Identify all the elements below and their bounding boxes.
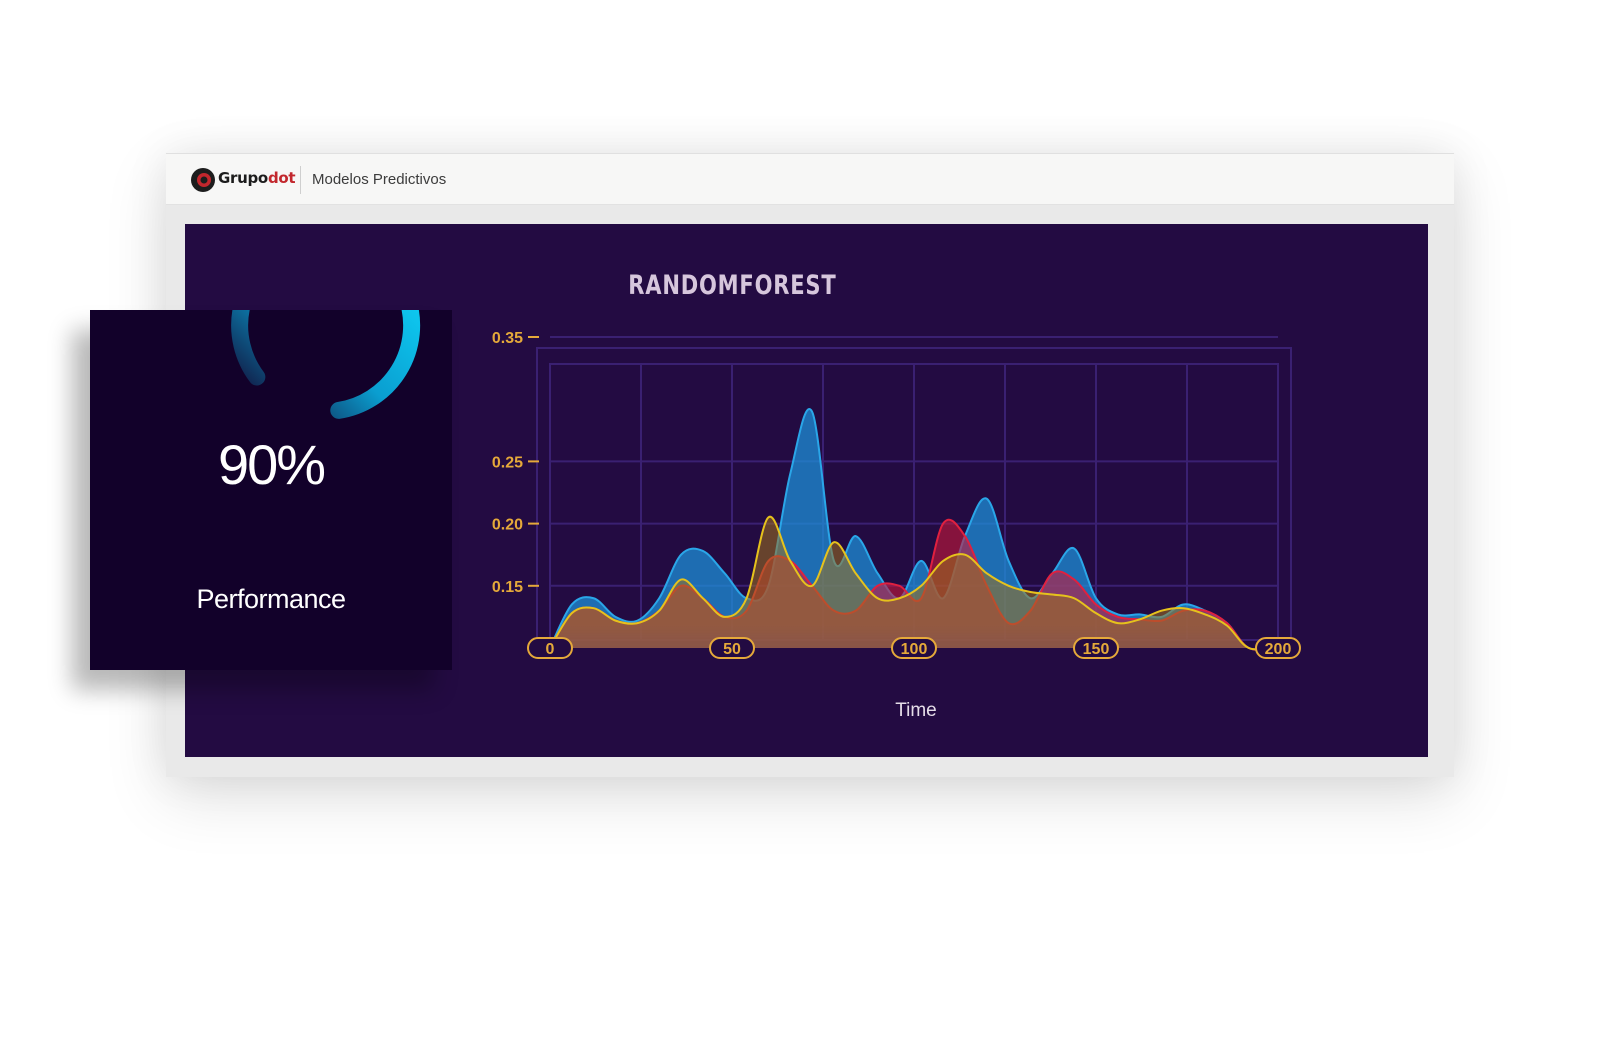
area-chart: 0.15 0.20 0.25 0.35 0 50 100 150 200 — [492, 330, 1301, 659]
x-axis-label: Time — [895, 700, 937, 721]
y-tick-label: 0.25 — [492, 454, 523, 471]
brand-main: Grupo — [218, 169, 268, 187]
chart-title: RANDOMFOREST — [628, 270, 837, 301]
x-tick-pill — [1255, 637, 1301, 659]
performance-card: 90% Performance — [90, 310, 452, 670]
x-tick-pill — [709, 637, 755, 659]
performance-gauge — [231, 310, 421, 419]
performance-value: 90% — [217, 433, 326, 496]
x-tick-label: 200 — [1265, 641, 1292, 658]
x-tick-pill — [891, 637, 937, 659]
app-title: Modelos Predictivos — [312, 171, 447, 188]
x-tick-label: 100 — [901, 641, 928, 658]
x-tick-label: 50 — [723, 641, 741, 658]
y-tick-label: 0.20 — [492, 517, 523, 534]
x-tick-pill — [527, 637, 573, 659]
x-tick-label: 150 — [1083, 641, 1110, 658]
app-header: Grupodot Modelos Predictivos — [166, 153, 1454, 205]
y-tick-label: 0.35 — [492, 330, 523, 347]
brand-name[interactable]: Grupodot — [218, 169, 296, 187]
grupodot-logo-icon[interactable] — [190, 167, 216, 193]
gauge-arc — [231, 310, 421, 419]
series-line-2 — [549, 515, 1279, 651]
x-tick-label: 0 — [546, 641, 555, 658]
header-divider — [300, 166, 301, 194]
brand-accent: dot — [267, 169, 296, 187]
y-tick-label: 0.15 — [492, 579, 523, 596]
series-area-0 — [550, 408, 1278, 650]
performance-label: Performance — [196, 584, 346, 614]
x-tick-pill — [1073, 637, 1119, 659]
